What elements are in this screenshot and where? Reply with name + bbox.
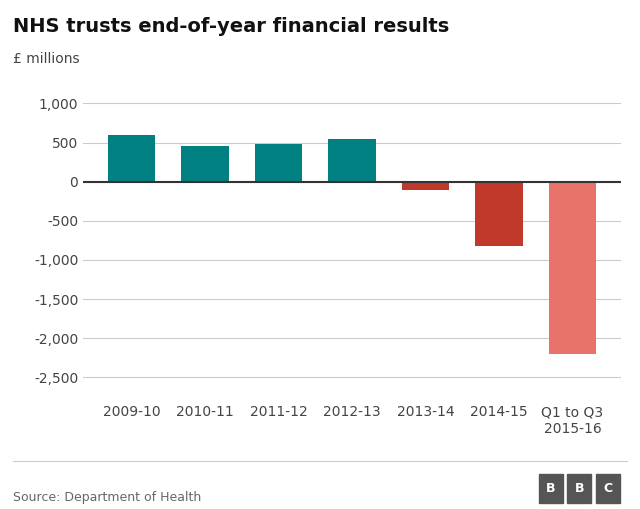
- Bar: [108, 135, 156, 182]
- Bar: [402, 182, 449, 189]
- Text: Source: Department of Health: Source: Department of Health: [13, 491, 201, 504]
- FancyBboxPatch shape: [568, 474, 591, 503]
- FancyBboxPatch shape: [539, 474, 563, 503]
- Text: B: B: [547, 482, 556, 495]
- Text: C: C: [604, 482, 612, 495]
- Bar: [255, 144, 302, 182]
- FancyBboxPatch shape: [596, 474, 620, 503]
- Text: NHS trusts end-of-year financial results: NHS trusts end-of-year financial results: [13, 17, 449, 36]
- Bar: [548, 182, 596, 354]
- Text: £ millions: £ millions: [13, 52, 79, 66]
- Text: B: B: [575, 482, 584, 495]
- Bar: [328, 139, 376, 182]
- Bar: [475, 182, 523, 246]
- Bar: [181, 147, 229, 182]
